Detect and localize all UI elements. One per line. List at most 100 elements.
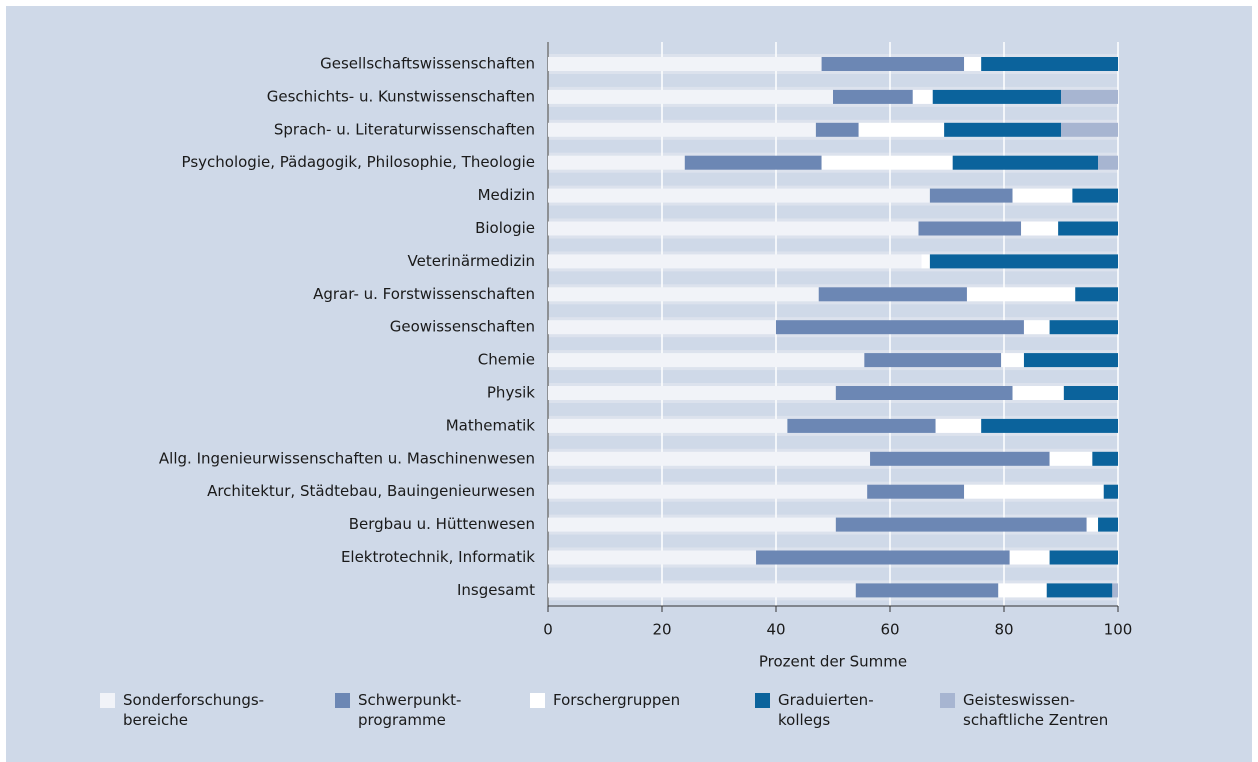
bar-segment [1049, 320, 1118, 335]
bar-segment [821, 155, 953, 170]
bar-segment [855, 583, 999, 598]
bar-segment [1063, 386, 1118, 400]
bar-segment [548, 550, 757, 565]
legend-swatch [940, 693, 955, 708]
bar-segment [548, 89, 833, 104]
legend-label: Graduierten- kollegs [778, 691, 874, 729]
bar-segment [548, 353, 865, 368]
bar-segment [548, 418, 788, 433]
bar-segment [964, 57, 982, 71]
bar-segment [548, 254, 922, 269]
bar-segment [1098, 517, 1118, 532]
legend-swatch [530, 693, 545, 708]
bar-segment [1103, 484, 1118, 499]
bar-segment [1009, 550, 1050, 565]
bar-segment [548, 155, 685, 170]
bar-segment [1061, 89, 1118, 104]
bar-segment [964, 484, 1104, 499]
x-tick-label: 80 [994, 621, 1013, 639]
y-tick-label: Chemie [478, 351, 535, 369]
x-tick-label: 0 [543, 621, 553, 639]
bar-segment [944, 122, 1061, 137]
bar-segment [548, 287, 819, 302]
bar-segment [548, 122, 816, 137]
y-tick-label: Sprach- u. Literaturwissenschaften [274, 120, 535, 138]
bar-segment [548, 221, 919, 236]
legend-swatch [335, 693, 350, 708]
legend-label: Sonderforschungs- bereiche [123, 691, 265, 729]
bar-segment [548, 188, 930, 203]
bar-segment [1012, 386, 1064, 400]
y-tick-label: Biologie [475, 219, 535, 237]
bar-segment [1021, 221, 1059, 236]
y-tick-label: Mathematik [446, 416, 536, 434]
bar-segment [1098, 155, 1118, 170]
bar-segment [787, 418, 936, 433]
bar-segment [818, 287, 967, 302]
bar-segment [835, 386, 1013, 400]
bar-segment [1001, 353, 1024, 368]
x-tick-label: 40 [766, 621, 785, 639]
y-tick-label: Veterinärmedizin [408, 252, 535, 270]
bar-segment [921, 254, 930, 269]
bar-segment [1023, 353, 1118, 368]
y-tick-label: Agrar- u. Forstwissenschaften [313, 285, 535, 303]
y-tick-label: Gesellschaftswissenschaften [320, 55, 535, 73]
legend-label: Schwerpunkt- programme [358, 691, 462, 729]
bar-segment [756, 550, 1010, 565]
bar-segment [1049, 550, 1118, 565]
bar-segment [966, 287, 1076, 302]
y-tick-label: Elektrotechnik, Informatik [341, 548, 535, 566]
x-tick-label: 100 [1104, 621, 1133, 639]
bar-segment [935, 418, 982, 433]
bar-segment [1012, 188, 1073, 203]
bar-segment [815, 122, 859, 137]
legend-label: Geisteswissen- schaftliche Zentren [963, 691, 1109, 729]
y-tick-label: Insgesamt [457, 581, 535, 599]
y-tick-label: Geowissenschaften [390, 318, 535, 336]
x-tick-label: 60 [880, 621, 899, 639]
bar-segment [870, 451, 1050, 466]
bar-segment [912, 89, 933, 104]
bar-segment [932, 89, 1061, 104]
bar-segment [821, 57, 965, 71]
bar-segment [835, 517, 1087, 532]
y-tick-label: Physik [487, 384, 535, 402]
bar-segment [548, 517, 836, 532]
bar-segment [548, 583, 856, 598]
y-tick-label: Allg. Ingenieurwissenschaften u. Maschin… [159, 449, 535, 467]
x-axis-label: Prozent der Summe [759, 653, 907, 671]
y-tick-label: Medizin [478, 186, 535, 204]
bar-segment [833, 89, 913, 104]
x-tick-label: 20 [652, 621, 671, 639]
bar-segment [858, 122, 945, 137]
y-tick-label: Bergbau u. Hüttenwesen [349, 515, 535, 533]
bar-segment [864, 353, 1002, 368]
bar-segment [1023, 320, 1050, 335]
y-tick-label: Psychologie, Pädagogik, Philosophie, The… [182, 153, 535, 171]
bar-segment [1112, 583, 1118, 598]
bar-segment [1092, 451, 1118, 466]
legend-swatch [100, 693, 115, 708]
bar-segment [1072, 188, 1118, 203]
y-tick-label: Geschichts- u. Kunstwissenschaften [267, 87, 535, 105]
bar-segment [1061, 122, 1118, 137]
bar-segment [867, 484, 965, 499]
bar-segment [918, 221, 1022, 236]
bar-segment [548, 451, 871, 466]
bar-segment [776, 320, 1024, 335]
bar-segment [1075, 287, 1118, 302]
bar-segment [1058, 221, 1118, 236]
y-tick-label: Architektur, Städtebau, Bauingenieurwese… [207, 482, 535, 500]
bar-segment [952, 155, 1099, 170]
bar-segment [1046, 583, 1113, 598]
bar-segment [684, 155, 822, 170]
bar-segment [981, 418, 1118, 433]
bar-segment [929, 254, 1118, 269]
bar-segment [548, 484, 868, 499]
bar-segment [548, 57, 822, 71]
bar-segment [981, 57, 1118, 71]
legend-label: Forschergruppen [553, 691, 681, 709]
